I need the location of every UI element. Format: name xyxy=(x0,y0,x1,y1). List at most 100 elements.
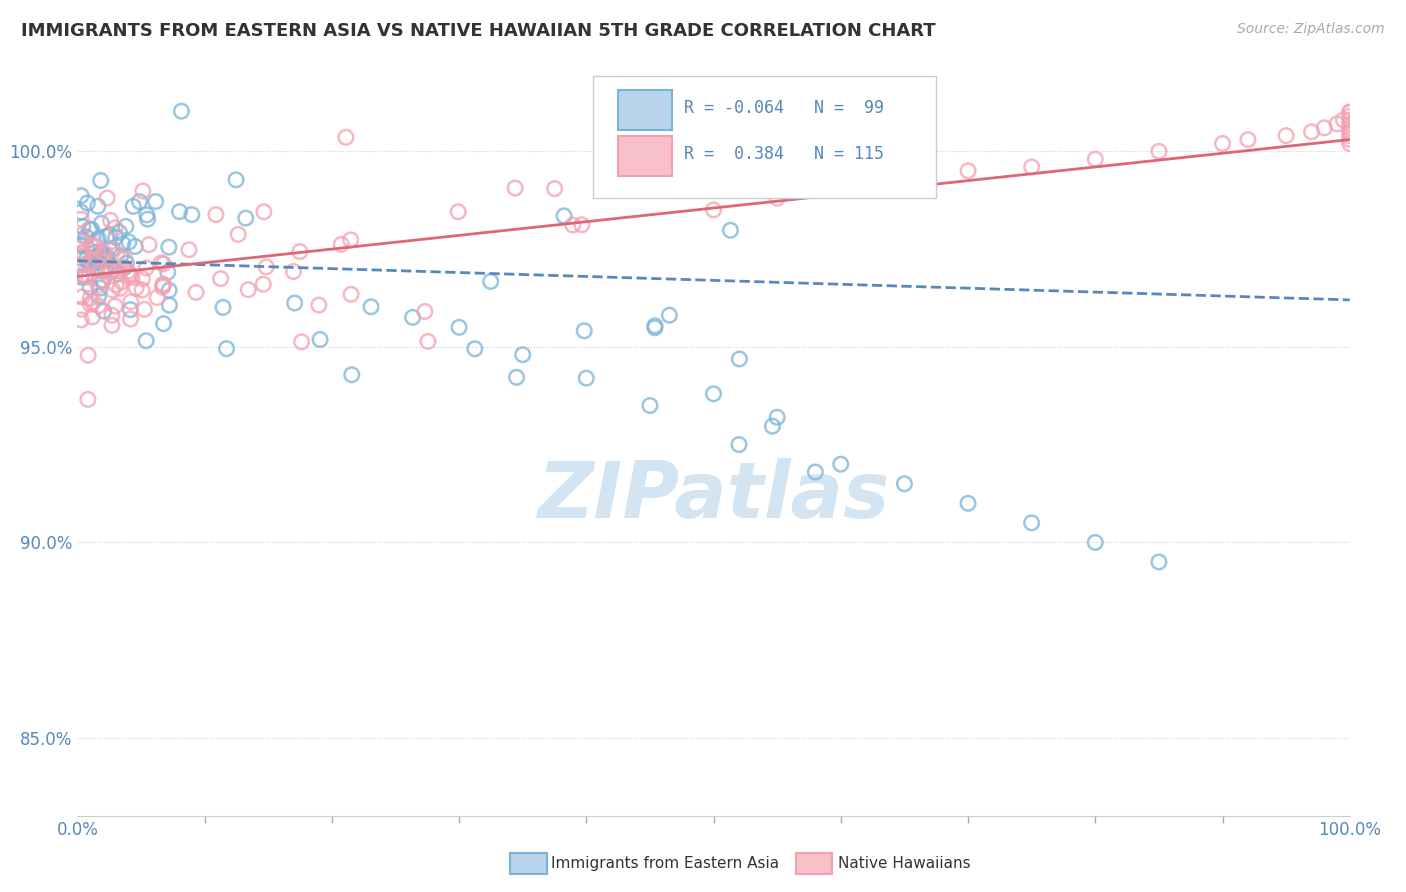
Point xyxy=(101,283,124,297)
Point xyxy=(97,260,120,275)
Point xyxy=(283,264,305,278)
Point xyxy=(766,410,789,425)
Point xyxy=(212,301,235,315)
Point xyxy=(503,181,526,195)
Point xyxy=(100,264,122,278)
Point xyxy=(84,256,107,270)
Point xyxy=(761,419,783,434)
Point xyxy=(447,204,470,219)
Point xyxy=(83,246,105,260)
Point xyxy=(79,297,101,311)
Point xyxy=(1339,128,1361,143)
Point xyxy=(215,342,238,356)
Point xyxy=(83,253,105,268)
Point xyxy=(574,324,596,338)
Point xyxy=(1021,160,1043,174)
Point xyxy=(89,281,111,295)
Point xyxy=(1326,117,1348,131)
Point xyxy=(135,334,157,348)
Point xyxy=(98,227,121,242)
Point xyxy=(70,302,93,317)
Point xyxy=(101,242,124,256)
Point xyxy=(110,275,132,289)
Point xyxy=(159,298,181,312)
Point xyxy=(91,263,114,277)
Text: R = -0.064   N =  99: R = -0.064 N = 99 xyxy=(685,99,884,118)
Point xyxy=(288,244,311,259)
Point xyxy=(70,237,93,252)
Point xyxy=(96,229,118,244)
Point xyxy=(1147,555,1170,569)
Point xyxy=(766,191,789,205)
Point xyxy=(893,476,915,491)
Point xyxy=(128,194,150,209)
Point xyxy=(703,386,725,401)
Point xyxy=(401,310,423,325)
Point xyxy=(118,267,141,281)
Point xyxy=(1339,113,1361,128)
Point xyxy=(94,245,117,260)
Point xyxy=(152,317,174,331)
Text: IMMIGRANTS FROM EASTERN ASIA VS NATIVE HAWAIIAN 5TH GRADE CORRELATION CHART: IMMIGRANTS FROM EASTERN ASIA VS NATIVE H… xyxy=(21,22,936,40)
Point xyxy=(70,205,93,219)
Point xyxy=(90,216,112,230)
Point xyxy=(1275,128,1298,143)
Point xyxy=(180,208,202,222)
Point xyxy=(1021,516,1043,530)
Point xyxy=(122,199,145,213)
Point xyxy=(104,230,127,244)
Point xyxy=(339,233,361,247)
Point xyxy=(72,249,94,263)
Point xyxy=(70,212,93,227)
Point xyxy=(89,248,111,262)
Point xyxy=(87,299,110,313)
Point xyxy=(107,264,129,278)
Point xyxy=(157,284,180,298)
Point xyxy=(226,227,249,242)
FancyBboxPatch shape xyxy=(593,77,936,198)
Point xyxy=(86,254,108,268)
Point xyxy=(89,253,111,268)
Point xyxy=(108,281,131,295)
Point xyxy=(124,239,146,253)
Text: Native Hawaiians: Native Hawaiians xyxy=(838,856,970,871)
Point xyxy=(152,257,174,271)
Point xyxy=(70,188,93,202)
Point xyxy=(464,342,486,356)
Point xyxy=(893,176,915,190)
Point xyxy=(152,277,174,292)
Point xyxy=(118,235,141,249)
Point xyxy=(70,239,93,253)
Point xyxy=(308,298,330,312)
Point xyxy=(416,334,439,349)
Point xyxy=(571,218,593,232)
Point xyxy=(87,278,110,293)
Point xyxy=(108,226,131,240)
Point xyxy=(290,334,312,349)
Point xyxy=(543,181,565,195)
Point xyxy=(146,291,169,305)
Point xyxy=(184,285,207,300)
Point xyxy=(104,299,127,313)
Point xyxy=(84,250,107,264)
Point xyxy=(209,271,232,285)
Point xyxy=(720,223,742,237)
Point xyxy=(114,260,136,275)
Point xyxy=(82,310,104,324)
Point xyxy=(658,308,681,322)
Point xyxy=(73,269,96,284)
Point xyxy=(93,304,115,318)
Point xyxy=(70,252,93,266)
Point xyxy=(644,318,666,333)
Point xyxy=(335,130,357,145)
Point xyxy=(1339,125,1361,139)
Point xyxy=(1339,120,1361,135)
Point xyxy=(957,164,980,178)
Point xyxy=(90,173,112,187)
FancyBboxPatch shape xyxy=(619,136,672,176)
Point xyxy=(90,273,112,287)
Point xyxy=(1331,113,1354,128)
Point xyxy=(111,236,134,251)
Point xyxy=(105,248,128,262)
Point xyxy=(131,271,153,285)
